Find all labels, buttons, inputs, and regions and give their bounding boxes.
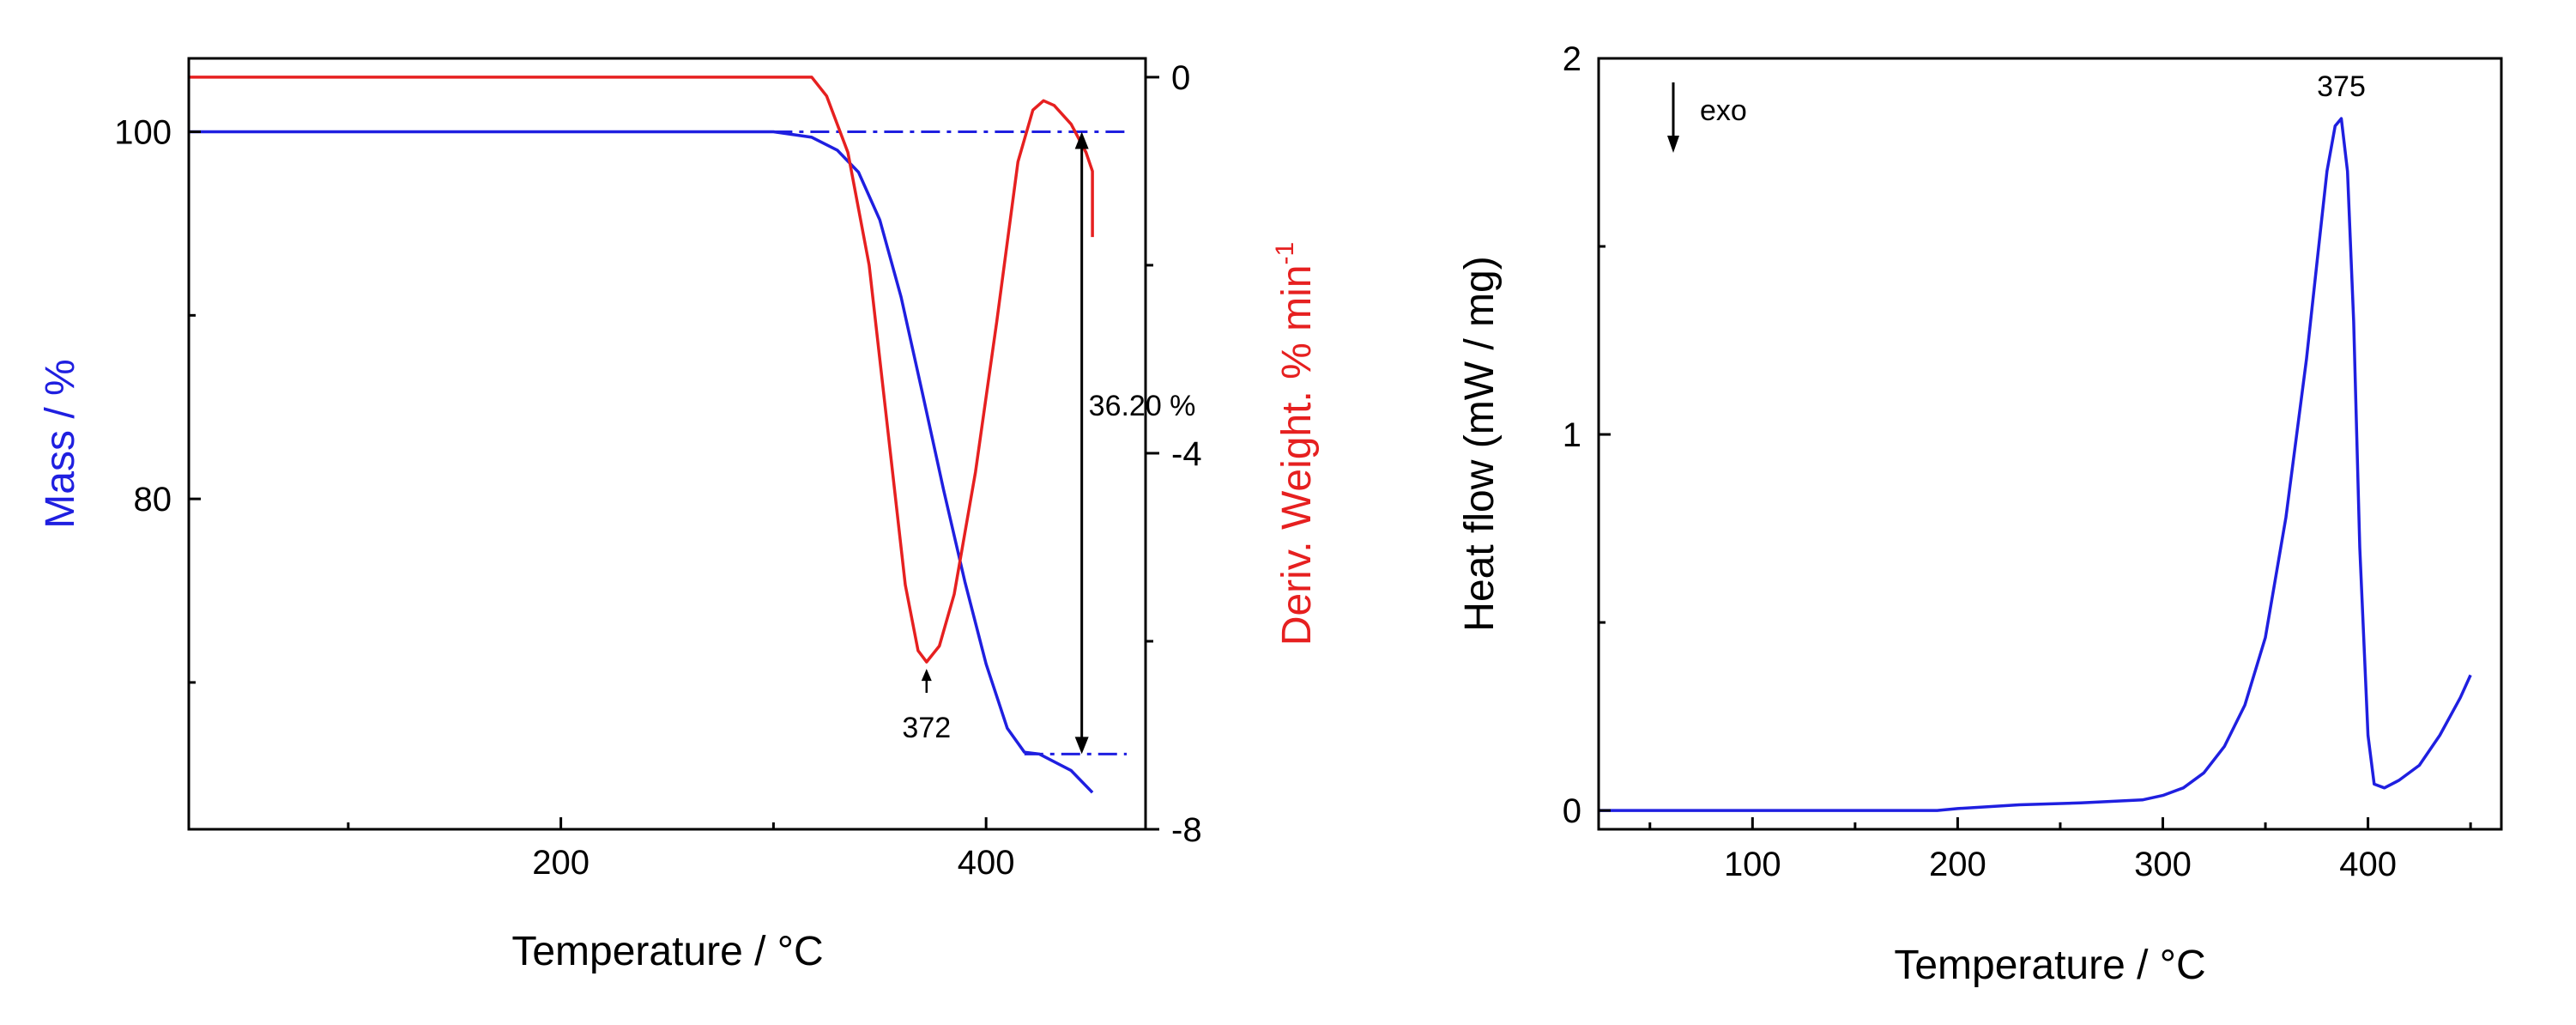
mass-loss-arrow-down-icon xyxy=(1074,737,1089,755)
heat-flow-axis-title: Heat flow (mW / mg) xyxy=(1457,256,1503,631)
dsc-panel: 100 200 300 400 0 1 2 375 exo Temperature / °C… xyxy=(1457,40,2503,988)
dsc-x-tick-label: 200 xyxy=(1929,846,1986,883)
deriv-tick-label: 0 xyxy=(1171,59,1190,97)
deriv-axis-title: Deriv. Weight. % min-1 xyxy=(1271,242,1320,646)
dtg-peak-arrow-head-icon xyxy=(921,669,932,682)
dsc-x-axis-title: Temperature / °C xyxy=(1894,943,2205,988)
heat-flow-tick-label: 1 xyxy=(1563,416,1581,454)
tga-annotations: 372 36.20 % xyxy=(902,390,1195,744)
deriv-axis-title-main: Deriv. Weight. % min xyxy=(1274,265,1320,646)
dsc-annotations: 375 exo xyxy=(1667,70,2366,153)
heat-flow-curve xyxy=(1599,117,2472,812)
mass-curve xyxy=(189,130,1094,794)
heat-flow-tick-label: 2 xyxy=(1563,40,1581,78)
mass-axis-title: Mass / % xyxy=(38,359,83,528)
tga-curves xyxy=(189,76,1128,794)
tga-x-axis-title: Temperature / °C xyxy=(511,929,823,974)
dsc-x-tick-label: 300 xyxy=(2134,846,2192,883)
deriv-weight-curve xyxy=(189,76,1094,664)
deriv-axis-title-sup: -1 xyxy=(1271,242,1299,265)
exo-arrow-head-icon xyxy=(1667,136,1679,153)
tga-x-tick-label: 400 xyxy=(958,844,1015,882)
dsc-peak-label: 375 xyxy=(2317,70,2366,103)
deriv-tick-label: -8 xyxy=(1171,811,1202,849)
mass-loss-arrow-up-icon xyxy=(1074,131,1089,149)
dsc-plot-frame xyxy=(1597,57,2503,831)
heat-flow-tick-label: 0 xyxy=(1563,792,1581,830)
deriv-tick-label: -4 xyxy=(1171,435,1202,473)
dsc-ticks: 100 200 300 400 0 1 2 xyxy=(1563,40,2472,883)
tga-x-tick-label: 200 xyxy=(532,844,590,882)
dsc-x-tick-label: 400 xyxy=(2339,846,2397,883)
tga-ticks: 200 400 80 100 -8 -4 0 xyxy=(114,59,1201,882)
tga-plot-frame xyxy=(187,57,1147,831)
dsc-x-tick-label: 100 xyxy=(1724,846,1781,883)
mass-tick-label: 80 xyxy=(134,481,172,519)
dtg-peak-label: 372 xyxy=(902,712,951,744)
tga-dtg-panel: 200 400 80 100 -8 -4 0 372 36.20 % Temperature… xyxy=(38,57,1320,974)
mass-loss-label: 36.20 % xyxy=(1089,390,1196,422)
mass-tick-label: 100 xyxy=(114,114,172,152)
exo-label: exo xyxy=(1700,94,1747,127)
dsc-curves xyxy=(1599,117,2472,812)
